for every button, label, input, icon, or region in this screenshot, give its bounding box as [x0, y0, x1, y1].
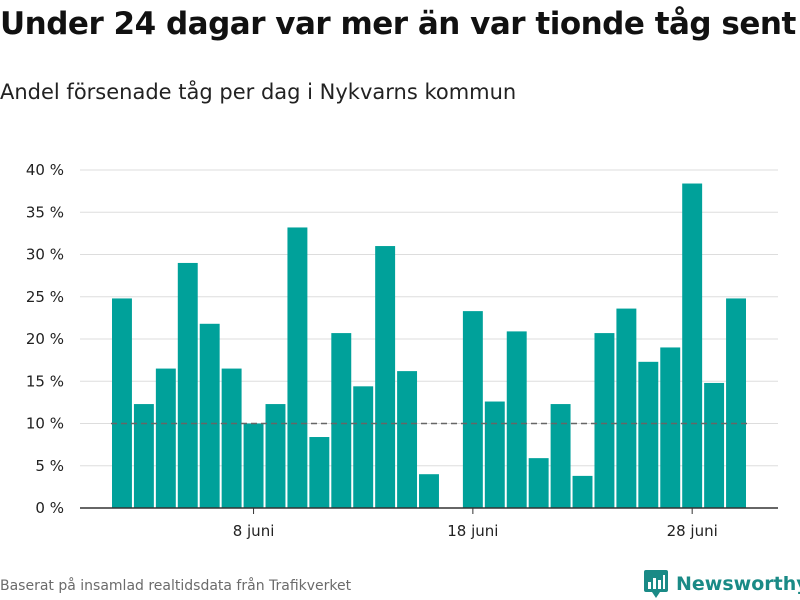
- bar: [287, 227, 308, 508]
- logo-text: Newsworthy: [676, 573, 800, 595]
- bar: [572, 475, 593, 508]
- bar: [155, 368, 176, 508]
- y-tick-label: 35 %: [26, 203, 64, 221]
- bar: [616, 308, 637, 508]
- y-tick-label: 0 %: [35, 499, 64, 517]
- bar: [682, 183, 703, 508]
- y-tick-label: 5 %: [35, 457, 64, 475]
- source-note: Baserat på insamlad realtidsdata från Tr…: [0, 578, 352, 594]
- y-tick-label: 25 %: [26, 288, 64, 306]
- bar: [704, 382, 725, 508]
- bar: [331, 333, 352, 508]
- bar: [112, 298, 132, 508]
- chart-subtitle: Andel försenade tåg per dag i Nykvarns k…: [0, 80, 517, 104]
- x-tick-label: 18 juni: [447, 522, 498, 540]
- bar: [462, 311, 483, 508]
- bar: [528, 458, 549, 508]
- y-tick-label: 15 %: [26, 372, 64, 390]
- axes: [80, 507, 778, 514]
- bar: [638, 361, 659, 508]
- bar: [419, 474, 439, 508]
- bar: [177, 262, 198, 508]
- chart-title: Under 24 dagar var mer än var tionde tåg…: [0, 6, 796, 42]
- bar: [199, 323, 220, 508]
- bar-chart-logo-icon: [644, 570, 668, 598]
- bar: [726, 298, 746, 508]
- bar: [375, 246, 396, 509]
- y-tick-label: 20 %: [26, 330, 64, 348]
- bars: [112, 183, 746, 509]
- newsworthy-logo: Newsworthy: [644, 570, 800, 598]
- bar: [484, 401, 505, 508]
- bar-chart: 0 % 5 % 10 % 15 % 20 % 25 % 30 % 35 % 40 % 8 jun…: [26, 161, 778, 540]
- y-tick-label: 10 %: [26, 415, 64, 433]
- x-tick-labels: 8 juni 18 juni 28 juni: [233, 522, 718, 540]
- bar: [397, 371, 418, 508]
- bar: [506, 331, 527, 508]
- bar: [309, 437, 330, 508]
- bar: [243, 423, 264, 508]
- y-tick-labels: 0 % 5 % 10 % 15 % 20 % 25 % 30 % 35 % 40 %: [26, 161, 64, 517]
- bar: [353, 386, 374, 508]
- bar: [550, 404, 571, 508]
- y-tick-label: 30 %: [26, 246, 64, 264]
- x-tick-label: 8 juni: [233, 522, 275, 540]
- bar: [660, 347, 681, 508]
- bar: [221, 368, 242, 508]
- bar: [265, 404, 286, 508]
- bar: [594, 333, 615, 508]
- bar: [133, 404, 154, 508]
- y-tick-label: 40 %: [26, 161, 64, 179]
- x-tick-label: 28 juni: [667, 522, 718, 540]
